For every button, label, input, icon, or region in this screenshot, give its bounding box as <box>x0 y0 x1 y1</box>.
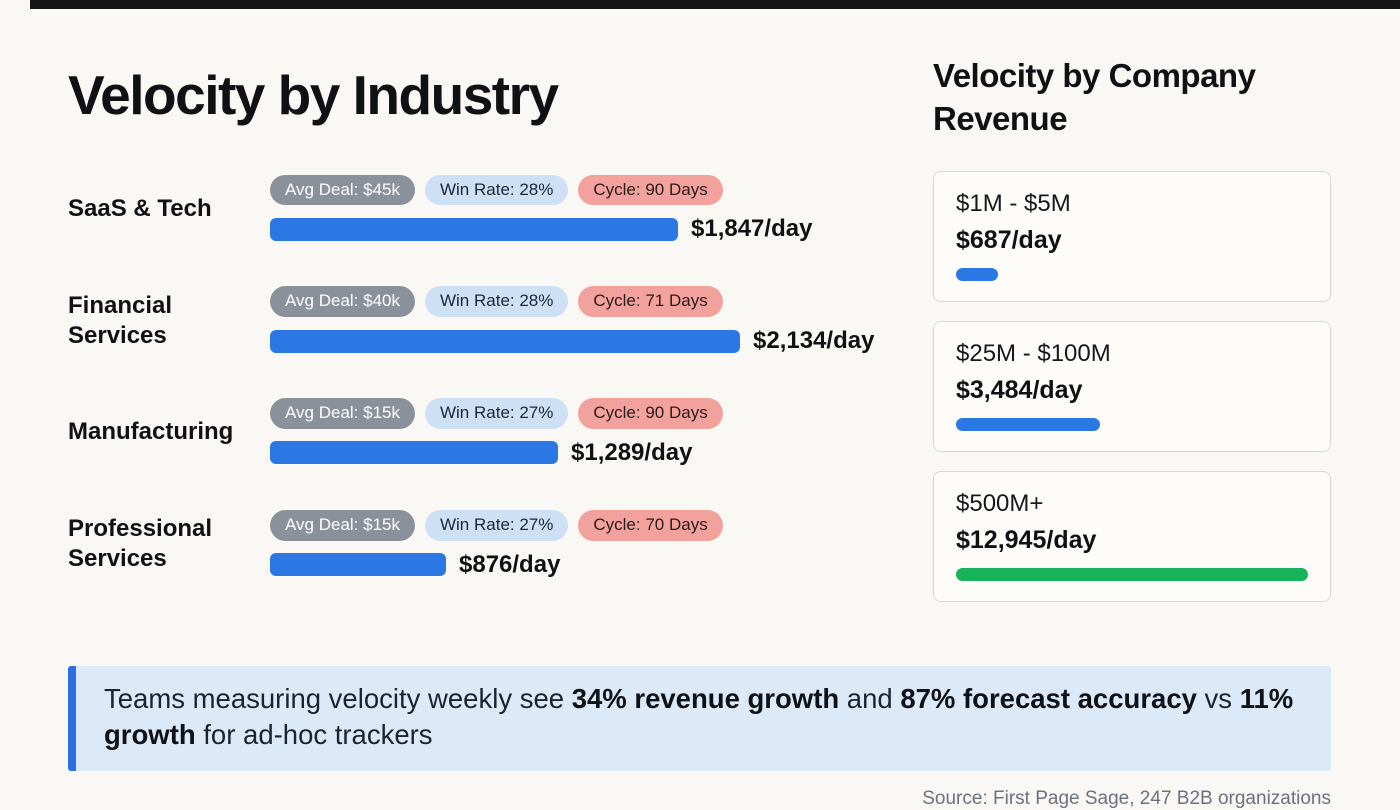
metric-pills: Avg Deal: $40k Win Rate: 28% Cycle: 71 D… <box>270 286 933 318</box>
cycle-pill: Cycle: 71 Days <box>578 286 723 318</box>
revenue-card-1m-5m: $1M - $5M $687/day <box>933 170 1331 302</box>
metric-pills: Avg Deal: $45k Win Rate: 28% Cycle: 90 D… <box>270 174 933 206</box>
insight-text: Teams measuring velocity weekly see 34% … <box>104 682 1294 751</box>
industry-row-saas: SaaS & Tech Avg Deal: $45k Win Rate: 28%… <box>68 174 933 244</box>
revenue-range: $1M - $5M <box>956 189 1071 217</box>
revenue-range: $25M - $100M <box>956 339 1111 367</box>
bar-line: $1,289/day <box>270 439 933 467</box>
revenue-value: $687/day <box>956 225 1062 254</box>
industry-row-label: Financial Services <box>68 291 173 349</box>
avg-deal-pill: Avg Deal: $15k <box>270 509 415 541</box>
industry-row-content: Avg Deal: $40k Win Rate: 28% Cycle: 71 D… <box>270 286 933 355</box>
insight-callout: Teams measuring velocity weekly see 34% … <box>68 665 1331 771</box>
metric-pills: Avg Deal: $15k Win Rate: 27% Cycle: 90 D… <box>270 398 933 429</box>
metric-pills: Avg Deal: $15k Win Rate: 27% Cycle: 70 D… <box>270 509 933 541</box>
velocity-value: $1,847/day <box>691 215 813 243</box>
revenue-bar <box>956 417 1101 431</box>
velocity-bar <box>270 441 558 465</box>
source-text: Source: First Page Sage, 247 B2B organiz… <box>922 787 1331 809</box>
bar-line: $876/day <box>270 551 933 579</box>
win-rate-pill: Win Rate: 28% <box>424 174 569 206</box>
industry-row-label: Manufacturing <box>68 418 234 446</box>
revenue-card-25m-100m: $25M - $100M $3,484/day <box>933 320 1331 452</box>
industry-row-label: Professional Services <box>68 515 213 573</box>
bar-line: $2,134/day <box>270 327 933 355</box>
avg-deal-pill: Avg Deal: $45k <box>270 174 415 206</box>
win-rate-pill: Win Rate: 28% <box>424 286 569 318</box>
industry-row-content: Avg Deal: $45k Win Rate: 28% Cycle: 90 D… <box>270 174 933 244</box>
win-rate-pill: Win Rate: 27% <box>424 509 569 541</box>
industry-row-manufacturing: Manufacturing Avg Deal: $15k Win Rate: 2… <box>68 398 933 467</box>
velocity-value: $2,134/day <box>753 327 875 355</box>
industry-row-financial: Financial Services Avg Deal: $40k Win Ra… <box>68 286 933 355</box>
revenue-bar <box>956 567 1308 581</box>
cycle-pill: Cycle: 90 Days <box>578 398 723 429</box>
revenue-value: $12,945/day <box>956 525 1097 554</box>
main-layout: Velocity by Industry SaaS & Tech Avg Dea… <box>68 55 1331 622</box>
revenue-value: $3,484/day <box>956 375 1083 404</box>
window-top-bar <box>30 0 1400 9</box>
industry-chart-title: Velocity by Industry <box>68 64 559 126</box>
cycle-pill: Cycle: 70 Days <box>578 509 723 541</box>
avg-deal-pill: Avg Deal: $15k <box>270 398 415 429</box>
velocity-value: $1,289/day <box>571 438 693 466</box>
velocity-value: $876/day <box>459 550 561 578</box>
revenue-chart: Velocity by Company Revenue $1M - $5M $6… <box>933 55 1331 622</box>
velocity-bar <box>270 217 678 241</box>
industry-row-professional: Professional Services Avg Deal: $15k Win… <box>68 509 933 579</box>
velocity-bar <box>270 329 740 353</box>
cycle-pill: Cycle: 90 Days <box>578 174 723 206</box>
win-rate-pill: Win Rate: 27% <box>424 398 569 429</box>
revenue-bar <box>956 267 999 281</box>
industry-row-content: Avg Deal: $15k Win Rate: 27% Cycle: 90 D… <box>270 398 933 467</box>
avg-deal-pill: Avg Deal: $40k <box>270 286 415 318</box>
industry-row-content: Avg Deal: $15k Win Rate: 27% Cycle: 70 D… <box>270 509 933 579</box>
revenue-range: $500M+ <box>956 489 1044 517</box>
industry-chart: Velocity by Industry SaaS & Tech Avg Dea… <box>68 55 933 622</box>
velocity-bar <box>270 553 446 576</box>
revenue-chart-title: Velocity by Company Revenue <box>933 57 1256 137</box>
bar-line: $1,847/day <box>270 215 933 243</box>
revenue-card-500m-plus: $500M+ $12,945/day <box>933 470 1331 602</box>
industry-row-label: SaaS & Tech <box>68 195 212 223</box>
